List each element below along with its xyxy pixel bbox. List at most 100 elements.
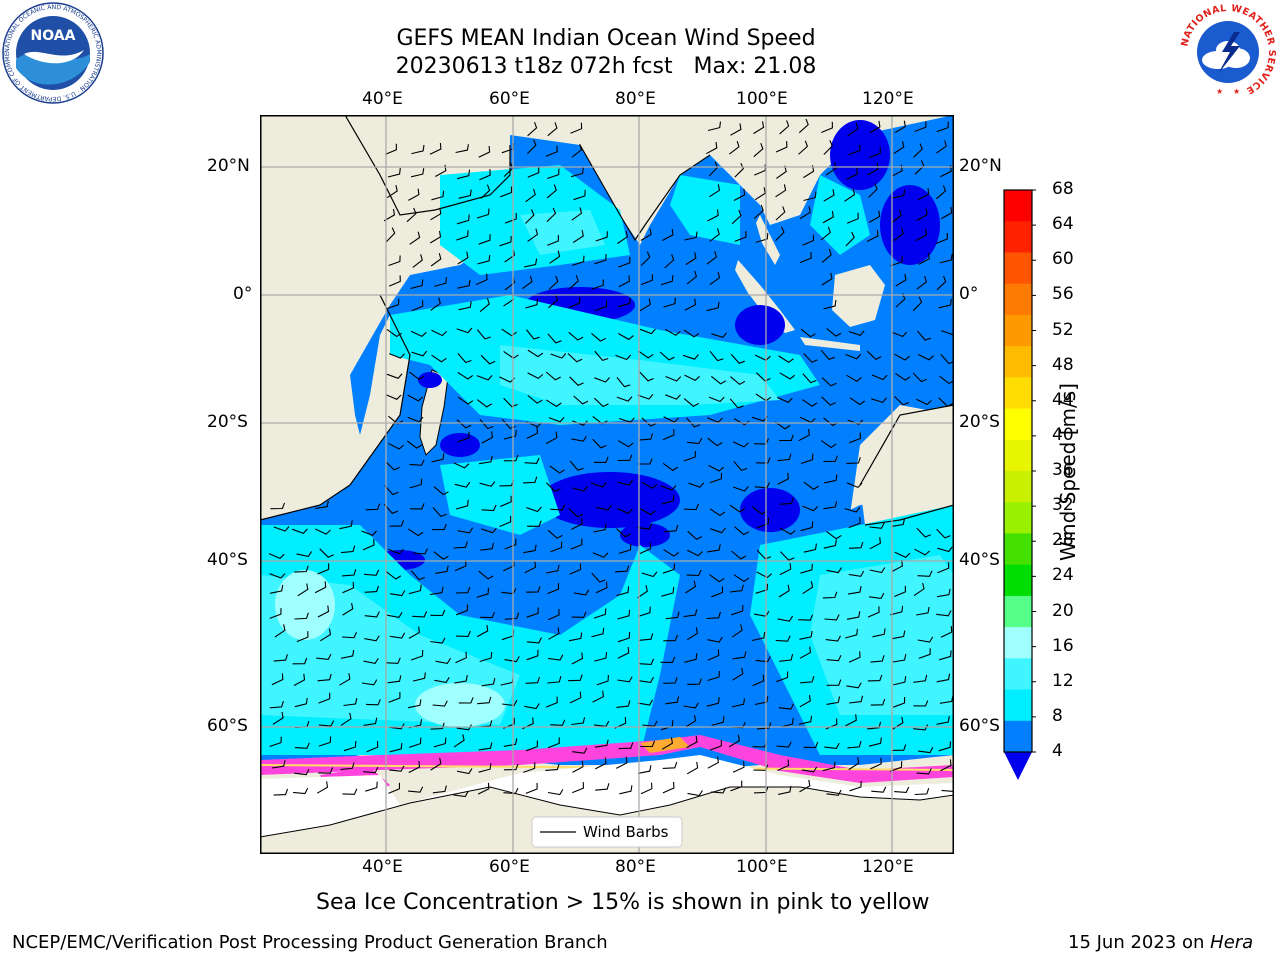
lat-tick-right-20n: 20°N [959, 156, 1002, 176]
wind-barb [389, 632, 406, 639]
wind-barb [618, 256, 631, 268]
wind-barb [478, 570, 494, 580]
map-frame [260, 115, 954, 854]
wind-barb [411, 350, 428, 357]
colorbar-tick-label: 20 [1052, 600, 1074, 621]
wind-barb [776, 671, 789, 683]
wind-barb [476, 375, 493, 381]
wind-barb [637, 699, 654, 706]
wind-barb [639, 508, 656, 516]
wind-barb [387, 167, 401, 178]
wind-barb [733, 460, 748, 472]
wind-barb [431, 190, 445, 201]
wind-barb [269, 573, 286, 579]
wind-barb [521, 275, 533, 290]
sea-ice-caption: Sea Ice Concentration > 15% is shown in … [316, 890, 930, 915]
wind-barb [546, 207, 557, 223]
wind-barb [890, 761, 903, 772]
wind-barb [430, 609, 446, 617]
wind-barb [570, 538, 583, 550]
wind-barb [937, 588, 951, 598]
wind-barb [733, 188, 746, 201]
wind-barb [663, 416, 680, 423]
wind-barb [407, 416, 424, 423]
wind-barb [799, 646, 812, 659]
wind-barb [429, 142, 442, 155]
wind-barb [457, 279, 471, 289]
wind-barb [365, 699, 381, 706]
wind-barb [685, 714, 697, 728]
wind-barb [458, 301, 472, 311]
wind-barb [914, 121, 927, 132]
wind-barb [317, 673, 332, 682]
wind-barb [640, 251, 651, 266]
wind-barb [803, 543, 817, 553]
wind-barb [753, 204, 764, 219]
wind-barb [499, 495, 512, 508]
wind-barb [269, 701, 284, 709]
wind-barb [271, 673, 284, 686]
malay-peninsula-land [756, 215, 780, 265]
wind-barb [547, 737, 560, 749]
colorbar-under-arrow [1004, 752, 1032, 780]
wind-barb [779, 120, 790, 135]
wind-barb [918, 354, 934, 361]
wind-barb [430, 637, 446, 644]
wind-barb [849, 780, 862, 792]
wind-barb [479, 298, 490, 313]
wind-barb [872, 628, 886, 638]
wind-barb [476, 399, 493, 408]
colorbar-band [1004, 408, 1032, 441]
wind-barb [639, 298, 651, 312]
wind-barb [707, 209, 719, 222]
wind-barb [891, 630, 906, 640]
wind-barb [707, 670, 720, 682]
wind-barb [709, 574, 725, 583]
wind-barb [453, 462, 470, 469]
wind-barb [457, 371, 474, 380]
wind-barb [684, 374, 700, 382]
wind-barb [826, 567, 842, 574]
wind-barb [525, 329, 540, 340]
wind-barb [389, 353, 405, 359]
wind-barb [685, 580, 697, 594]
wind-barb [292, 528, 308, 535]
wind-barb [936, 121, 949, 133]
wind-barb [386, 373, 403, 379]
wind-barb [571, 517, 583, 530]
wind-barb [870, 698, 886, 706]
wind-barb [479, 651, 493, 663]
wind-barb [731, 624, 743, 638]
wind-barb [637, 458, 653, 465]
wind-barb [292, 657, 308, 665]
wind-barb [779, 434, 794, 442]
wind-barb [525, 298, 539, 309]
wind-barb [935, 233, 948, 244]
wind-barb [753, 121, 765, 135]
wind-barb [343, 698, 358, 707]
wind-barb [706, 141, 718, 155]
wind-barb [803, 353, 818, 363]
wind-barb [686, 438, 703, 445]
wind-barb [572, 485, 588, 492]
wind-barb [593, 456, 609, 463]
lon-tick-top-60e: 60°E [489, 89, 530, 109]
wind-barb [571, 435, 587, 442]
colorbar-band [1004, 190, 1032, 222]
wind-barb [294, 612, 309, 620]
wind-barb [569, 691, 582, 704]
wind-barb [709, 739, 722, 751]
colorbar-band [1004, 346, 1032, 378]
footer-host: Hera [1210, 932, 1254, 953]
wind-barb [891, 209, 902, 224]
wind-barb [849, 695, 864, 704]
wind-barb [616, 586, 630, 597]
wind-barb [456, 214, 470, 225]
wind-barb [936, 140, 947, 154]
wind-barb [457, 353, 472, 364]
wind-barb [779, 372, 796, 380]
wind-barb [342, 602, 354, 616]
wind-barb [339, 673, 351, 686]
colorbar [1003, 189, 1036, 780]
wind-barb [891, 331, 908, 338]
